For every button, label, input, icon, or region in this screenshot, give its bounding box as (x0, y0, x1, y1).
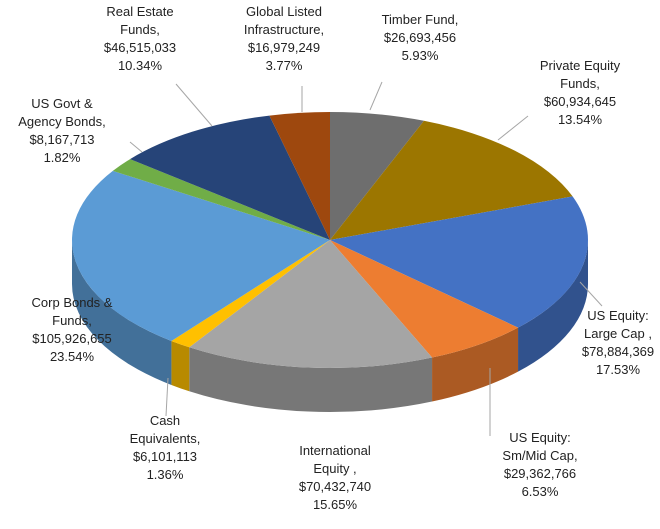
value-label: $16,979,249 (248, 40, 320, 55)
leader-line (497, 115, 529, 141)
pie-slice-side (72, 240, 172, 385)
leader-line (369, 81, 383, 111)
category-label: Private Equity Funds, (540, 58, 621, 91)
pie-slice-side (189, 347, 433, 412)
leader-line (579, 281, 603, 307)
pie-slice (171, 240, 330, 348)
share-label: 17.53% (596, 362, 641, 377)
category-label: US Govt & Agency Bonds, (18, 96, 105, 129)
share-label: 23.54% (50, 349, 95, 364)
pie-slice (269, 112, 330, 240)
value-label: $105,926,655 (32, 331, 112, 346)
leader-line (165, 377, 169, 417)
category-label: Real Estate Funds, (106, 4, 173, 37)
value-label: $78,884,369 (582, 344, 654, 359)
category-label: Cash Equivalents, (130, 413, 201, 446)
pie-slice (330, 196, 588, 328)
pie-slice-side (518, 240, 588, 372)
leader-line (175, 83, 213, 127)
value-label: $70,432,740 (299, 479, 371, 494)
pie-sides (72, 240, 588, 412)
share-label: 3.77% (266, 58, 303, 73)
category-label: Timber Fund, (382, 12, 459, 27)
pie-slice (112, 159, 330, 240)
value-label: $29,362,766 (504, 466, 576, 481)
value-label: $46,515,033 (104, 40, 176, 55)
share-label: 5.93% (402, 48, 439, 63)
value-label: $26,693,456 (384, 30, 456, 45)
value-label: $8,167,713 (29, 132, 94, 147)
share-label: 6.53% (522, 484, 559, 499)
share-label: 1.82% (44, 150, 81, 165)
pie-slice (330, 240, 519, 358)
pie-slice (130, 115, 330, 240)
category-label: US Equity: Sm/Mid Cap, (502, 430, 577, 463)
share-label: 10.34% (118, 58, 163, 73)
pie-slice (189, 240, 433, 368)
pie-slice (330, 120, 573, 240)
share-label: 15.65% (313, 497, 358, 512)
category-label: Global Listed Infrastructure, (244, 4, 324, 37)
category-label: US Equity: Large Cap , (584, 308, 652, 341)
share-label: 13.54% (558, 112, 603, 127)
category-label: Corp Bonds & Funds, (32, 295, 113, 328)
pie-slice-side (171, 340, 190, 392)
pie-slice-side (432, 327, 519, 402)
pie-slice (330, 112, 424, 240)
pie-slice (71, 170, 331, 341)
value-label: $6,101,113 (133, 449, 197, 464)
leader-line (129, 141, 143, 153)
category-label: International Equity , (299, 443, 371, 476)
share-label: 1.36% (147, 467, 184, 482)
value-label: $60,934,645 (544, 94, 616, 109)
pie-tops (71, 112, 588, 368)
